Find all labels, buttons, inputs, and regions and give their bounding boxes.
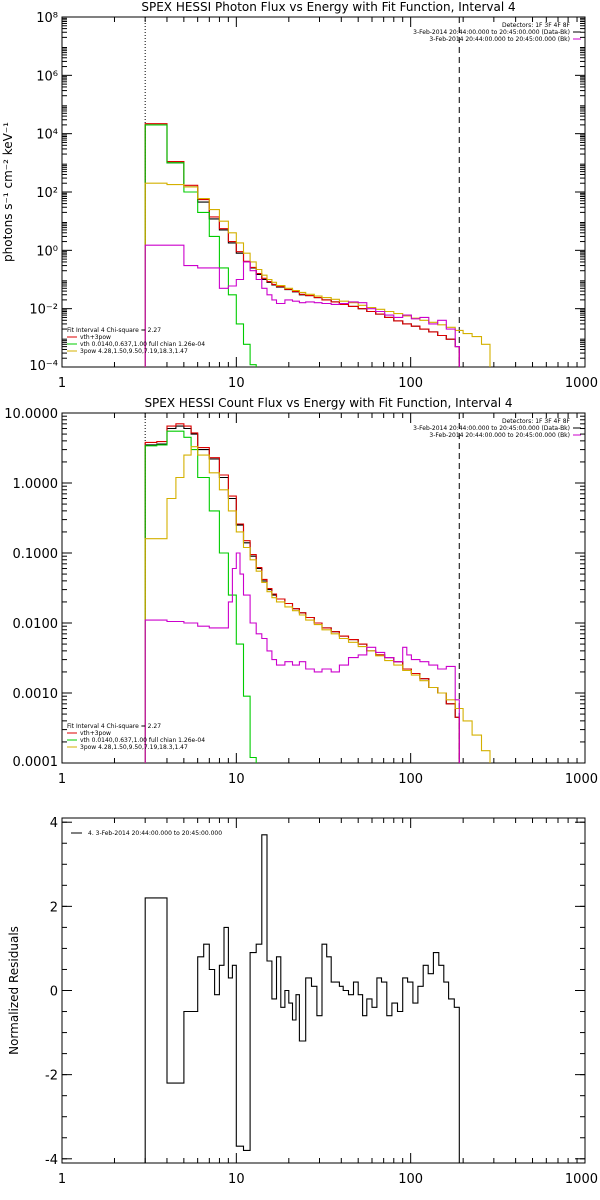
y-tick-label: 10⁻² — [29, 303, 58, 318]
series-vth-3pow — [144, 123, 460, 367]
x-tick-label: 1 — [58, 1172, 66, 1187]
legend-top-text: 3-Feb-2014 20:44:00.000 to 20:45:00.000 … — [413, 29, 570, 36]
legend-top-text: Detectors: 1F 3F 4F 8F — [502, 418, 571, 425]
x-tick-label: 1 — [58, 772, 66, 787]
series-group — [144, 834, 460, 1163]
y-tick-label: 0.1000 — [13, 547, 59, 562]
y-axis-label: photons s⁻¹ cm⁻² keV⁻¹ — [1, 122, 15, 262]
x-tick-label: 10 — [228, 1172, 245, 1187]
legend-bottom-text: 3pow 4.28,1.50,9.50,7.19,18.3,1.47 — [80, 348, 188, 355]
y-tick-label: 10⁶ — [36, 69, 58, 84]
legend-bottom-text: vth 0.0140,0.637,1.00 full chian 1.26e-0… — [80, 737, 205, 744]
legend-bottom-text: vth 0.0140,0.637,1.00 full chian 1.26e-0… — [80, 341, 205, 348]
series-bk — [144, 552, 460, 763]
y-tick-label: 10² — [36, 186, 58, 201]
legend-bottom-text: vth+3pow — [80, 730, 111, 737]
series-vth — [144, 124, 257, 367]
x-tick-label: 1000 — [565, 772, 598, 787]
y-tick-label: -4 — [45, 1153, 58, 1168]
y-tick-label: 10.0000 — [4, 407, 58, 422]
x-tick-label: 10 — [228, 376, 245, 391]
legend-bottom-text: 3pow 4.28,1.50,9.50,7.19,18.3,1.47 — [80, 744, 188, 751]
series-vth-3pow — [144, 423, 460, 763]
y-tick-label: 10⁸ — [36, 11, 58, 26]
y-tick-label: 0.0010 — [13, 687, 59, 702]
series-data-bk — [144, 425, 460, 763]
legend-top-text: 4. 3-Feb-2014 20:44:00.000 to 20:45:00.0… — [88, 830, 222, 837]
y-tick-label: 2 — [50, 900, 58, 915]
x-tick-label: 1000 — [565, 1172, 598, 1187]
y-tick-label: -2 — [45, 1069, 58, 1084]
legend-top-text: 3-Feb-2014 20:44:00.000 to 20:45:00.000 … — [413, 425, 570, 432]
chart-title: SPEX HESSI Photon Flux vs Energy with Fi… — [141, 0, 515, 14]
legend-bottom-text: vth+3pow — [80, 334, 111, 341]
y-tick-label: 0.0001 — [13, 755, 59, 770]
series-bk — [144, 244, 460, 367]
y-tick-label: 0.0100 — [13, 617, 59, 632]
series-3pow — [144, 182, 491, 367]
x-tick-label: 100 — [398, 376, 423, 391]
y-tick-label: 0 — [50, 985, 58, 1000]
y-tick-label: 10⁻⁴ — [29, 359, 58, 374]
x-tick-label: 10 — [228, 772, 245, 787]
x-tick-label: 100 — [398, 772, 423, 787]
series-vth — [144, 430, 257, 763]
x-tick-label: 1 — [58, 376, 66, 391]
y-tick-label: 10⁰ — [36, 244, 58, 259]
x-tick-label: 100 — [398, 1172, 423, 1187]
series-4- — [144, 834, 460, 1163]
plot-frame — [61, 412, 586, 764]
chart-panel-2: SPEX HESSI Count Flux vs Energy with Fit… — [4, 396, 598, 787]
y-tick-label: 1.0000 — [13, 477, 59, 492]
y-axis-label: Normalized Residuals — [7, 926, 21, 1055]
chart-panel-3: Normalized Residuals 1 10 100 1000 -4 -2 0 2 4 4. … — [7, 816, 598, 1187]
legend-top-text: 3-Feb-2014 20:44:00.000 to 20:45:00.000 … — [429, 432, 570, 439]
series-data-bk — [144, 124, 460, 367]
x-tick-label: 1000 — [565, 376, 598, 391]
legend-bottom-text: Fit Interval 4 Chi-square = 2.27 — [67, 327, 161, 334]
legend-top-text: Detectors: 1F 3F 4F 8F — [502, 22, 571, 29]
legend-top-text: 3-Feb-2014 20:44:00.000 to 20:45:00.000 … — [429, 36, 570, 43]
series-3pow — [144, 446, 491, 763]
series-group — [144, 123, 491, 367]
y-tick-label: 4 — [50, 816, 58, 831]
chart-title: SPEX HESSI Count Flux vs Energy with Fit… — [144, 396, 512, 410]
legend-bottom-text: Fit Interval 4 Chi-square = 2.27 — [67, 723, 161, 730]
series-group — [144, 423, 491, 763]
chart-panel-1: SPEX HESSI Photon Flux vs Energy with Fi… — [1, 0, 598, 391]
y-tick-label: 10⁴ — [36, 128, 58, 143]
plot-frame — [61, 817, 586, 1164]
plot-frame — [61, 16, 586, 368]
